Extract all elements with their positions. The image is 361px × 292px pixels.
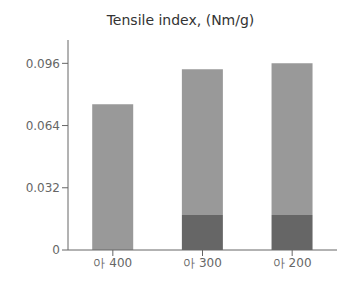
svg-text:아 300: 아 300: [183, 256, 222, 270]
svg-text:0.096: 0.096: [26, 57, 60, 71]
svg-text:0: 0: [52, 243, 60, 257]
svg-text:아 400: 아 400: [93, 256, 132, 270]
html-text:Tensile index, (Nm/g): Tensile index, (Nm/g): [106, 12, 255, 28]
svg-text:0.064: 0.064: [26, 119, 60, 133]
svg-text:0.032: 0.032: [26, 181, 60, 195]
svg-text:아 200: 아 200: [273, 256, 312, 270]
